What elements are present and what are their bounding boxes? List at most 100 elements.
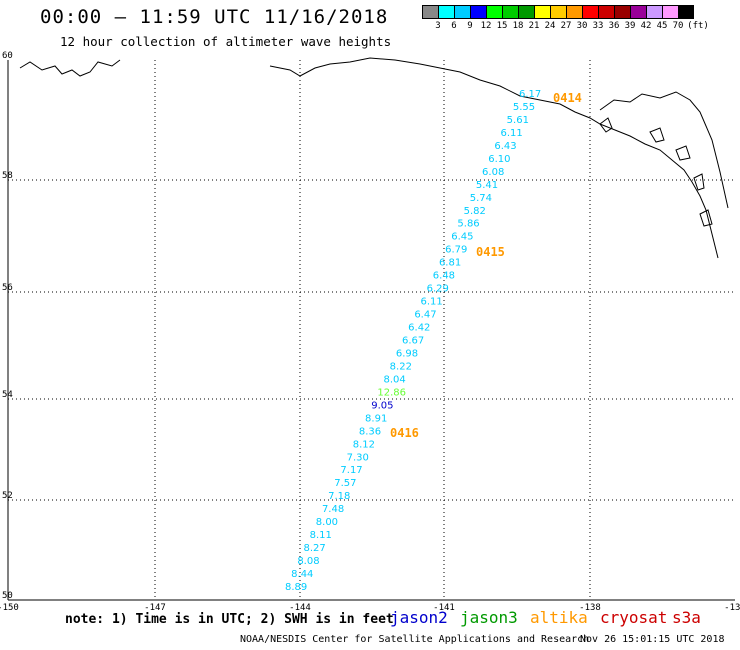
wave-height-value: 6.10: [488, 154, 510, 165]
color-scale-unit: (ft): [687, 21, 709, 31]
color-scale-label: 45: [656, 21, 668, 31]
coastline-gulf-of-alaska: [269, 57, 719, 259]
color-scale-swatch: [598, 5, 614, 19]
pass-labels: 0414 0415 0416: [390, 91, 582, 440]
pass-id-label: 0414: [553, 91, 582, 105]
longitude-label: -150: [0, 603, 19, 613]
wave-height-value: 7.17: [340, 465, 362, 476]
map-subtitle: 12 hour collection of altimeter wave hei…: [60, 34, 392, 49]
latitude-label: 50: [2, 591, 13, 601]
mission-label: cryosat: [600, 608, 668, 627]
color-scale-swatch: [422, 5, 438, 19]
color-scale-swatch: [550, 5, 566, 19]
generated-timestamp: Nov 26 15:01:15 UTC 2018: [580, 634, 725, 645]
latitude-label: 58: [2, 171, 13, 181]
color-scale-swatch: [566, 5, 582, 19]
wave-height-value: 7.30: [347, 452, 369, 463]
color-scale-label: 12: [480, 21, 492, 31]
latitude-label: 60: [2, 51, 13, 61]
color-scale-label: 36: [608, 21, 620, 31]
altimeter-track: 6.17 5.55 5.61 6.11 6.43 6.10 6.08 5.41 5.74 5.82…: [285, 89, 541, 593]
wave-height-value: 8.36: [359, 426, 381, 437]
pass-id-label: 0416: [390, 426, 419, 440]
color-scale-label: 42: [640, 21, 652, 31]
wave-height-value: 12.86: [377, 387, 406, 398]
longitude-label: -147: [144, 603, 166, 613]
wave-height-value: 6.43: [494, 141, 516, 152]
wave-height-value: 6.08: [482, 167, 504, 178]
wave-height-value: 6.45: [451, 232, 473, 243]
credit-line: NOAA/NESDIS Center for Satellite Applica…: [240, 634, 590, 645]
wave-height-value: 5.82: [464, 206, 486, 217]
color-scale-swatch: [534, 5, 550, 19]
longitude-label: -135: [724, 603, 740, 613]
lat-lon-grid: [7, 60, 735, 601]
color-scale-swatch: [662, 5, 678, 19]
wave-height-value: 5.61: [507, 115, 529, 126]
color-scale-label: 33: [592, 21, 604, 31]
color-scale-label: 39: [624, 21, 636, 31]
wave-height-value: 6.81: [439, 258, 461, 269]
coastline-southeast-alaska: [599, 91, 729, 209]
wave-height-value: 6.42: [408, 323, 430, 334]
wave-height-value: 5.55: [513, 102, 535, 113]
color-scale-label: 6: [451, 21, 457, 31]
footer-note: note: 1) Time is in UTC; 2) SWH is in fe…: [65, 612, 394, 627]
wave-height-value: 8.00: [316, 517, 338, 528]
coastline-islands: [599, 117, 713, 227]
latitude-label: 52: [2, 491, 13, 501]
color-scale-swatch: [614, 5, 630, 19]
color-scale-label: 70: [672, 21, 684, 31]
mission-label: jason3: [460, 608, 518, 627]
color-scale-swatch: [582, 5, 598, 19]
wave-height-value: 7.18: [328, 491, 350, 502]
color-scale-swatch: [454, 5, 470, 19]
wave-height-value: 6.67: [402, 336, 424, 347]
wave-height-value: 7.48: [322, 504, 344, 515]
wave-height-value: 5.74: [470, 193, 492, 204]
color-scale-label: 21: [528, 21, 540, 31]
pass-id-label: 0415: [476, 245, 505, 259]
axis-labels: -150 -147 -144 -141 -138 -135 50 52 54 56 58 60: [0, 51, 740, 613]
wave-height-value: 6.11: [420, 297, 442, 308]
wave-height-value: 5.41: [476, 180, 498, 191]
wave-height-value: 8.04: [384, 374, 406, 385]
coastline: [19, 57, 729, 259]
latitude-label: 56: [2, 283, 13, 293]
wave-height-value: 8.11: [310, 530, 332, 541]
color-scale-swatch: [646, 5, 662, 19]
wave-height-value: 6.17: [519, 89, 541, 100]
color-scale-swatch: [438, 5, 454, 19]
color-scale-swatch: [502, 5, 518, 19]
wave-height-value: 8.22: [390, 361, 412, 372]
wave-height-value: 8.44: [291, 569, 313, 580]
wave-height-value: 8.89: [285, 582, 307, 593]
color-scale-label: 24: [544, 21, 556, 31]
color-scale-swatches: [422, 5, 740, 19]
mission-label: s3a: [672, 608, 701, 627]
color-scale-label: 9: [467, 21, 473, 31]
wave-height-value: 9.05: [371, 400, 393, 411]
color-scale-swatch: [486, 5, 502, 19]
color-scale-label: 18: [512, 21, 524, 31]
wave-height-value: 8.08: [297, 556, 319, 567]
wave-height-value: 8.12: [353, 439, 375, 450]
wave-height-value: 6.47: [414, 310, 436, 321]
color-scale-swatch: [630, 5, 646, 19]
wave-height-value: 8.27: [303, 543, 325, 554]
wave-height-value: 6.48: [433, 271, 455, 282]
color-scale-swatch: [470, 5, 486, 19]
coastline-northwest: [19, 59, 121, 77]
longitude-label: -141: [433, 603, 455, 613]
color-scale-label: 30: [576, 21, 588, 31]
color-scale-label: 3: [435, 21, 441, 31]
mission-label: altika: [530, 608, 588, 627]
color-scale-label: 15: [496, 21, 508, 31]
map-title: 00:00 – 11:59 UTC 11/16/2018: [40, 6, 389, 28]
longitude-label: -144: [289, 603, 311, 613]
wave-height-value: 6.29: [427, 284, 449, 295]
wave-height-value: 6.98: [396, 348, 418, 359]
wave-height-color-scale: 3 6 9 12 15 18 21 24 27 30 33 36 39 42 45 70 (ft): [422, 5, 740, 33]
color-scale-label: 27: [560, 21, 572, 31]
color-scale-swatch: [518, 5, 534, 19]
